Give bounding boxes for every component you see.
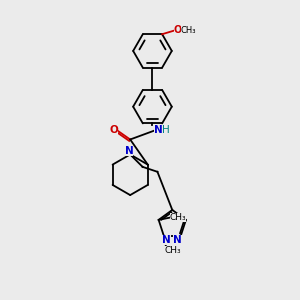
Text: O: O — [110, 124, 118, 135]
Text: CH₃: CH₃ — [164, 246, 181, 255]
Text: N: N — [173, 235, 182, 244]
Text: N: N — [124, 146, 133, 157]
Text: CH₃: CH₃ — [181, 26, 197, 35]
Text: O: O — [174, 26, 182, 35]
Text: N: N — [162, 236, 171, 245]
Text: H: H — [162, 125, 170, 135]
Text: CH₃: CH₃ — [169, 213, 186, 222]
Text: N: N — [154, 125, 162, 135]
